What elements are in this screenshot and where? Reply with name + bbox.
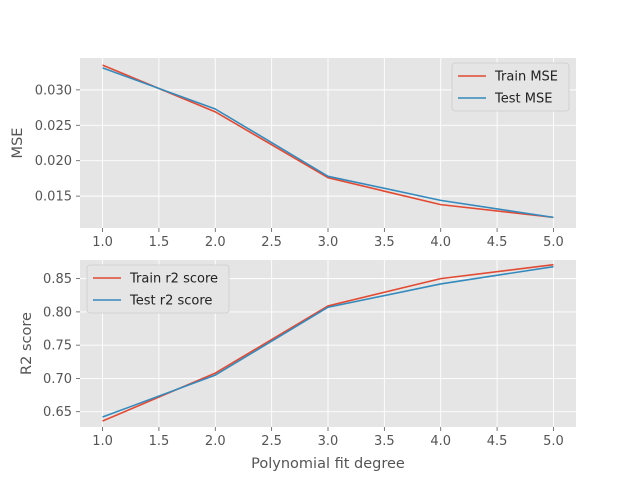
x-tick-label: 1.0 (92, 434, 113, 449)
legend-label: Test MSE (494, 92, 552, 107)
y-tick-label: 0.030 (35, 83, 72, 98)
y-tick-label: 0.80 (43, 305, 72, 320)
x-tick-label: 3.5 (374, 235, 395, 250)
legend-box (86, 264, 230, 314)
legend-label: Train r2 score (129, 272, 218, 287)
y-tick-label: 0.85 (43, 272, 72, 287)
x-tick-label: 1.0 (92, 235, 113, 250)
x-tick-label: 4.5 (487, 235, 508, 250)
x-tick-label: 3.0 (318, 235, 339, 250)
x-tick-label: 2.5 (261, 235, 282, 250)
series-line (102, 265, 554, 418)
y-tick-label: 0.65 (43, 405, 72, 420)
x-tick-label: 3.0 (318, 434, 339, 449)
y-tick-label: 0.015 (35, 190, 72, 205)
y-tick-label: 0.025 (35, 119, 72, 134)
mse-subplot: 1.0 1.5 2.0 2.5 3.0 3.5 4.0 4.5 5.0 0.015 0.020 0.0… (10, 58, 576, 250)
y-tick-label: 0.020 (35, 154, 72, 169)
x-tick-label: 3.5 (374, 434, 395, 449)
x-tick-label: 2.0 (205, 434, 226, 449)
x-tick-label: 2.5 (261, 434, 282, 449)
legend-label: Train MSE (494, 70, 558, 85)
series-line (102, 67, 554, 219)
x-tick-label: 2.0 (205, 235, 226, 250)
x-tick-label: 4.5 (487, 434, 508, 449)
x-tick-label: 4.0 (430, 235, 451, 250)
x-axis-label: Polynomial fit degree (251, 456, 405, 472)
x-tick-label: 1.5 (149, 235, 170, 250)
r2-subplot: 1.0 1.5 2.0 2.5 3.0 3.5 4.0 4.5 5.0 0.65 0.70 0.75 0… (19, 260, 576, 472)
legend: Train r2 score Test r2 score (86, 264, 230, 314)
x-tick-label: 1.5 (149, 434, 170, 449)
legend-label: Test r2 score (129, 294, 212, 309)
series-line (102, 64, 554, 219)
y-axis-label: R2 score (19, 312, 35, 375)
x-tick-label: 5.0 (543, 434, 564, 449)
y-axis-label: MSE (10, 128, 26, 159)
x-tick-label: 4.0 (430, 434, 451, 449)
y-tick-label: 0.75 (43, 339, 72, 354)
legend-box (451, 62, 570, 112)
x-tick-label: 5.0 (543, 235, 564, 250)
y-tick-label: 0.70 (43, 372, 72, 387)
legend: Train MSE Test MSE (451, 62, 570, 112)
